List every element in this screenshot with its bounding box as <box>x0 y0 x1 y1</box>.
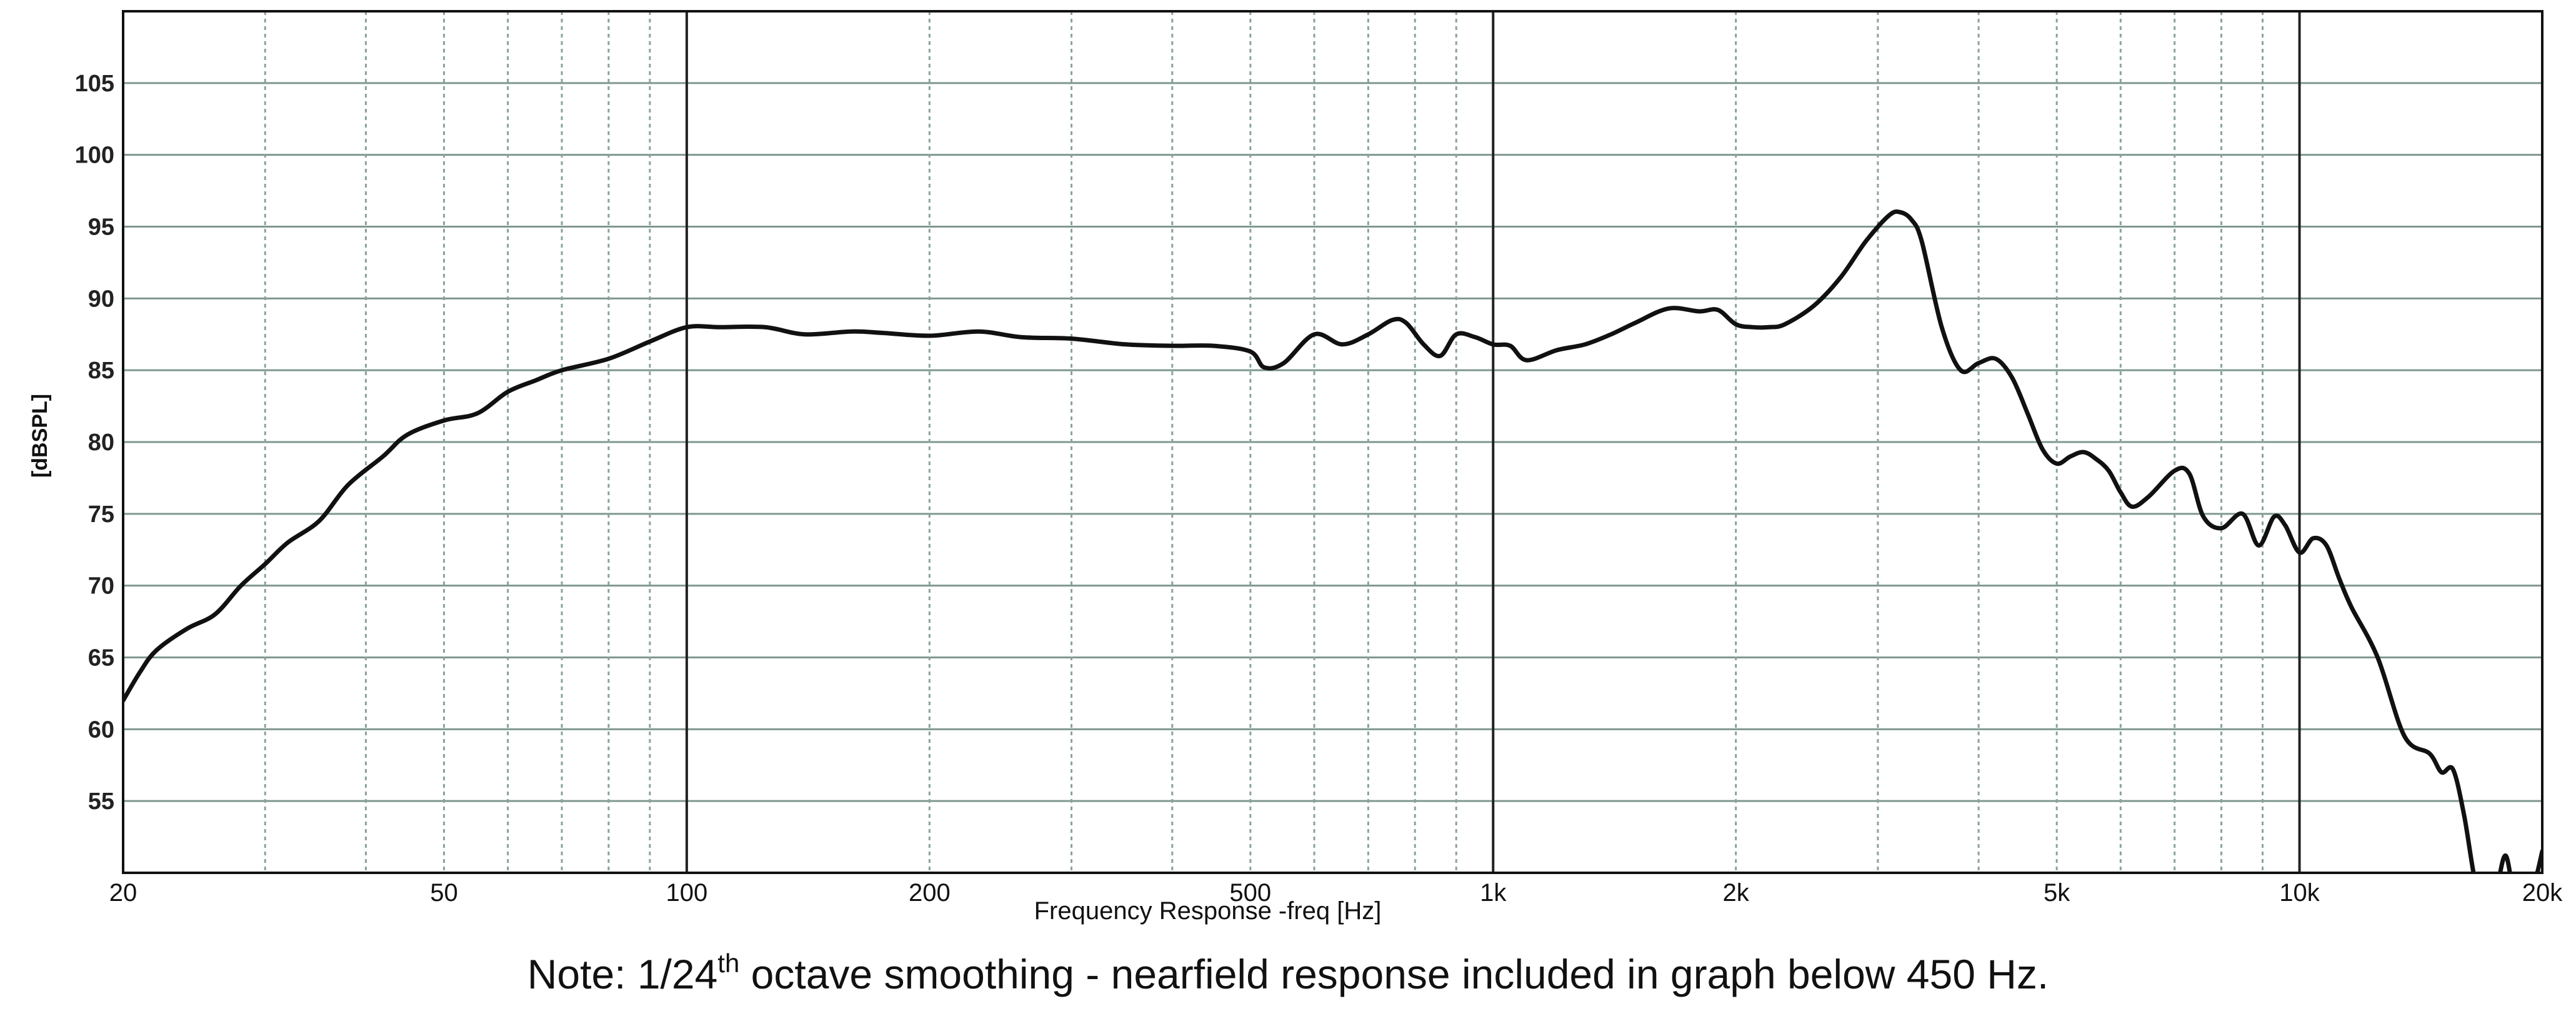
x-tick-label: 50 <box>430 879 458 907</box>
y-tick-label: 85 <box>88 358 114 384</box>
x-tick-label: 200 <box>909 879 951 907</box>
response-curve <box>123 209 2542 873</box>
note-suffix: octave smoothing - nearfield response in… <box>751 951 2049 997</box>
x-tick-labels: 20 50 100 200 500 1k 2k 5k 10k 20k <box>109 879 2563 907</box>
x-tick-label: 5k <box>2044 879 2070 907</box>
x-tick-label: 10k <box>2279 879 2320 907</box>
smoothing-note: Note: 1/24th octave smoothing - nearfiel… <box>0 950 2576 997</box>
y-tick-label: 90 <box>88 286 114 312</box>
curve-layer <box>123 209 2542 873</box>
x-tick-label: 500 <box>1229 879 1271 907</box>
y-tick-labels: 55 60 65 70 75 80 85 90 95 100 105 <box>75 71 114 815</box>
x-tick-label: 20 <box>109 879 137 907</box>
y-tick-label: 105 <box>75 71 114 97</box>
x-tick-label: 100 <box>666 879 708 907</box>
note-superscript: th <box>717 948 740 978</box>
frequency-response-chart: 55 60 65 70 75 80 85 90 95 100 105 20 50 100 200 500 1k… <box>28 10 2563 925</box>
y-tick-label: 80 <box>88 430 114 456</box>
grid <box>123 11 2542 873</box>
x-tick-label: 2k <box>1723 879 1750 907</box>
y-tick-label: 100 <box>75 143 114 169</box>
x-tick-label: 1k <box>1480 879 1507 907</box>
y-axis-label: [dBSPL] <box>28 394 52 478</box>
x-axis-label: Frequency Response -freq [Hz] <box>1034 897 1382 925</box>
y-tick-label: 75 <box>88 501 114 528</box>
y-tick-label: 95 <box>88 214 114 241</box>
y-tick-label: 65 <box>88 645 114 671</box>
plot-frame <box>122 10 2544 874</box>
y-tick-label: 55 <box>88 788 114 815</box>
x-tick-label: 20k <box>2522 879 2563 907</box>
note-prefix: Note: 1/24 <box>527 951 718 997</box>
y-tick-label: 70 <box>88 573 114 600</box>
y-tick-label: 60 <box>88 717 114 743</box>
